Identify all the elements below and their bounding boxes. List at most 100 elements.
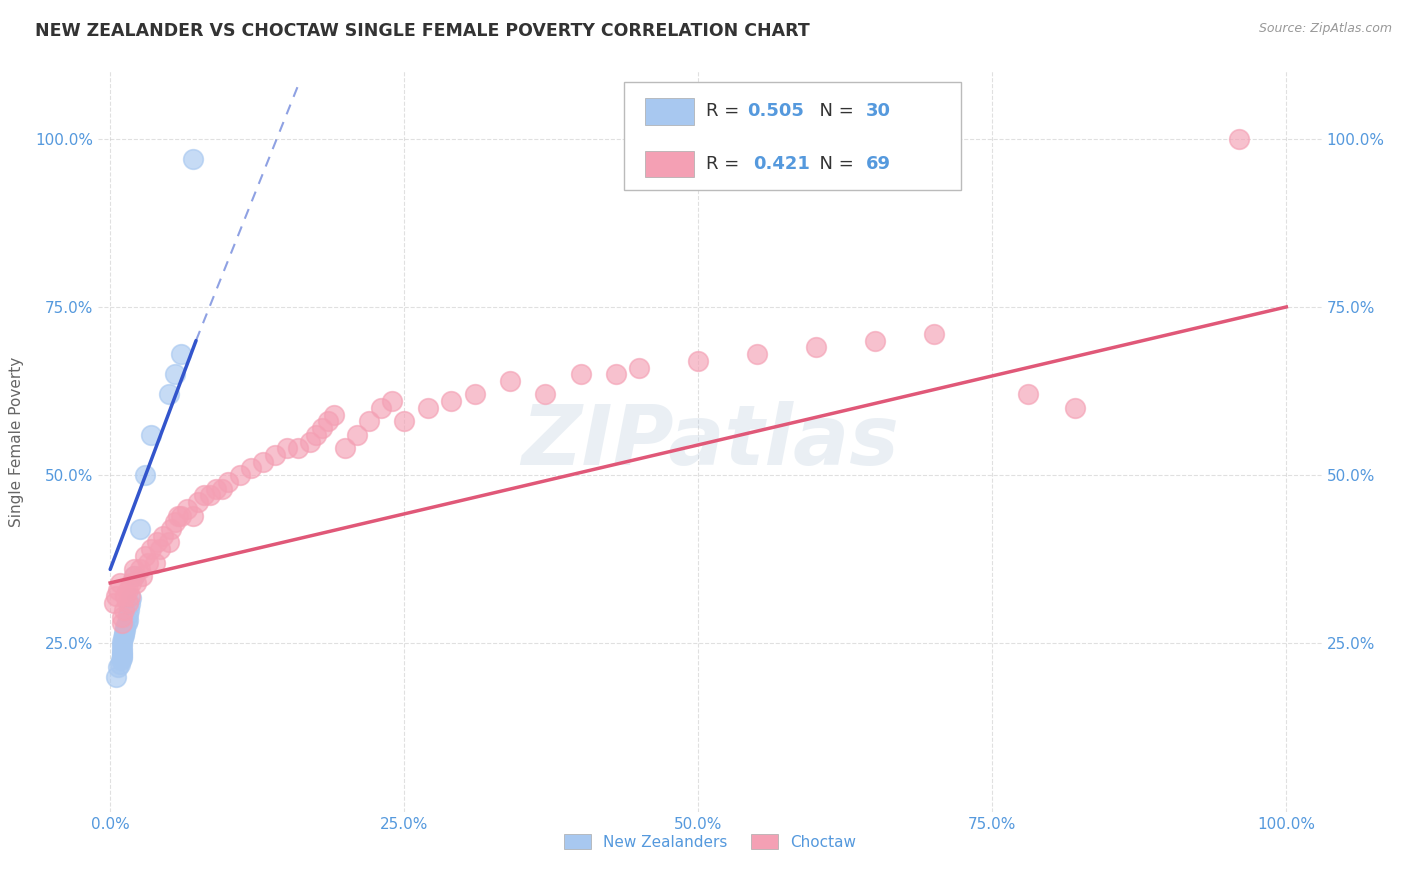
Point xyxy=(804,340,827,354)
Point xyxy=(131,569,153,583)
Point xyxy=(688,353,710,368)
Point xyxy=(335,442,357,456)
Text: Source: ZipAtlas.com: Source: ZipAtlas.com xyxy=(1258,22,1392,36)
Point xyxy=(112,631,135,645)
Point xyxy=(111,641,134,656)
Point xyxy=(922,326,945,341)
Point xyxy=(114,590,136,604)
Point xyxy=(316,414,339,428)
FancyBboxPatch shape xyxy=(645,151,695,178)
Text: N =: N = xyxy=(808,103,859,120)
Point xyxy=(381,394,404,409)
Point xyxy=(111,609,134,624)
Text: N =: N = xyxy=(808,155,859,173)
Point xyxy=(346,427,368,442)
Point xyxy=(357,414,380,428)
Y-axis label: Single Female Poverty: Single Female Poverty xyxy=(10,357,24,526)
Point xyxy=(167,508,190,523)
Point xyxy=(416,401,439,415)
Point xyxy=(252,455,274,469)
Point xyxy=(569,368,592,382)
Point xyxy=(141,427,163,442)
Point xyxy=(160,522,183,536)
Point xyxy=(228,468,250,483)
Point xyxy=(163,516,186,530)
Point xyxy=(440,394,463,409)
Point xyxy=(205,482,228,496)
Point xyxy=(1227,131,1250,145)
Point xyxy=(187,495,209,509)
Point xyxy=(120,591,142,605)
Point xyxy=(299,434,322,449)
Point xyxy=(176,501,198,516)
Text: R =: R = xyxy=(706,103,745,120)
Point xyxy=(112,628,135,642)
FancyBboxPatch shape xyxy=(645,98,695,125)
Point xyxy=(198,488,221,502)
Point xyxy=(370,401,392,415)
Point xyxy=(134,468,156,483)
Legend: New Zealanders, Choctaw: New Zealanders, Choctaw xyxy=(558,828,862,856)
Point xyxy=(122,569,145,583)
Point xyxy=(745,347,768,361)
Point xyxy=(120,598,142,612)
Point xyxy=(111,616,134,631)
Point xyxy=(163,368,186,382)
Point xyxy=(112,626,135,640)
Point xyxy=(107,582,129,597)
Point xyxy=(863,334,886,348)
Point xyxy=(105,590,128,604)
Point xyxy=(211,482,233,496)
Point xyxy=(134,549,156,563)
Point xyxy=(157,535,180,549)
Point xyxy=(143,556,166,570)
Point xyxy=(120,590,142,604)
Point xyxy=(105,670,128,684)
Point xyxy=(217,475,239,489)
Point xyxy=(305,427,328,442)
Point xyxy=(1017,387,1039,401)
Point xyxy=(149,542,172,557)
FancyBboxPatch shape xyxy=(624,82,960,190)
Point xyxy=(311,421,333,435)
Point xyxy=(111,644,134,658)
Point xyxy=(152,529,174,543)
Point xyxy=(1063,401,1085,415)
Point xyxy=(128,522,150,536)
Point xyxy=(114,619,136,633)
Point xyxy=(287,442,309,456)
Point xyxy=(117,596,139,610)
Point xyxy=(111,651,134,665)
Point xyxy=(110,653,132,667)
Point xyxy=(111,635,134,649)
Point xyxy=(111,648,134,663)
Point xyxy=(115,616,138,631)
Point xyxy=(464,387,486,401)
Point xyxy=(122,569,145,583)
Point xyxy=(276,442,298,456)
Text: ZIPatlas: ZIPatlas xyxy=(522,401,898,482)
Point xyxy=(157,387,180,401)
Point xyxy=(125,575,148,590)
Point xyxy=(118,603,141,617)
Point xyxy=(181,152,204,166)
Point xyxy=(120,575,142,590)
Point xyxy=(628,360,651,375)
Point xyxy=(128,562,150,576)
Point xyxy=(108,657,131,671)
Point xyxy=(499,374,522,388)
Point xyxy=(117,613,139,627)
Point xyxy=(534,387,557,401)
Text: 30: 30 xyxy=(865,103,890,120)
Text: 0.505: 0.505 xyxy=(747,103,804,120)
Point xyxy=(103,596,125,610)
Point xyxy=(181,508,204,523)
Point xyxy=(114,623,136,637)
Point xyxy=(117,582,139,597)
Point xyxy=(146,535,169,549)
Point xyxy=(392,414,416,428)
Point xyxy=(117,608,139,623)
Point xyxy=(263,448,285,462)
Point xyxy=(111,638,134,652)
Point xyxy=(240,461,263,475)
